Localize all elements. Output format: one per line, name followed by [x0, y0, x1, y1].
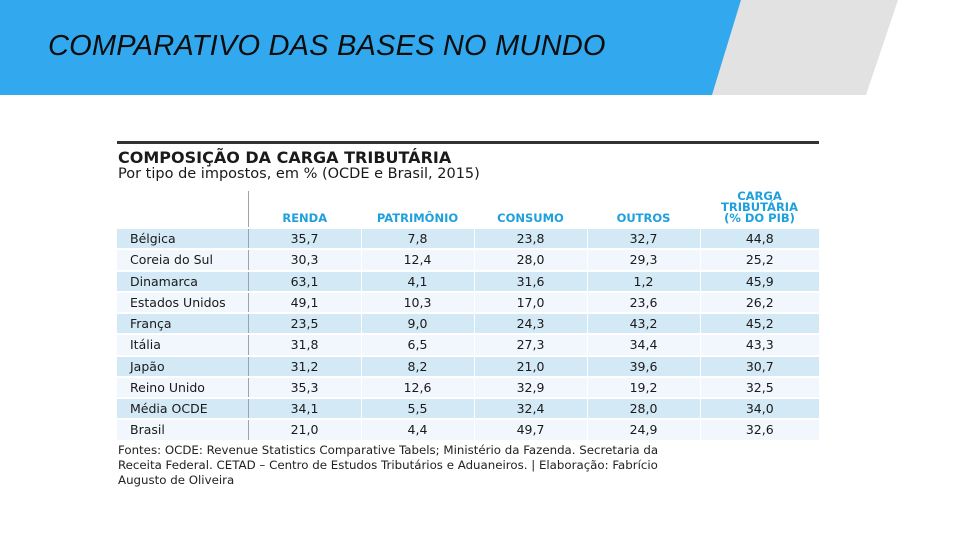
value-cell: 21,0: [247, 418, 361, 440]
figure-source-note: Fontes: OCDE: Revenue Statistics Compara…: [118, 443, 818, 488]
value-cell: 17,0: [473, 290, 587, 313]
country-cell: Brasil: [117, 418, 248, 440]
table-row: Itália 31,8 6,5 27,3 34,4 43,3: [117, 333, 819, 356]
table-header-row: RENDA PATRIMÔNIO CONSUMO OUTROS CARGA TRI…: [117, 189, 819, 228]
value-cell: 30,7: [699, 354, 819, 377]
value-cell: 63,1: [247, 269, 361, 292]
table-row: Brasil 21,0 4,4 49,7 24,9 32,6: [117, 418, 819, 440]
source-line: Fontes: OCDE: Revenue Statistics Compara…: [118, 443, 659, 457]
country-cell: Estados Unidos: [117, 290, 248, 313]
country-cell: Média OCDE: [117, 396, 248, 420]
value-cell: 49,1: [247, 290, 361, 313]
value-cell: 49,7: [473, 418, 587, 440]
value-cell: 26,2: [699, 290, 819, 313]
value-cell: 32,9: [473, 375, 587, 398]
value-cell: 32,7: [586, 226, 700, 250]
value-cell: 35,3: [247, 375, 361, 398]
table-body: Bélgica 35,7 7,8 23,8 32,7 44,8 Coreia do Sul 3…: [117, 226, 819, 440]
value-cell: 31,2: [247, 354, 361, 377]
value-cell: 5,5: [360, 396, 474, 420]
value-cell: 34,4: [586, 333, 700, 356]
value-cell: 32,5: [699, 375, 819, 398]
header-banner: [0, 0, 898, 95]
country-cell: França: [117, 311, 248, 335]
value-cell: 30,3: [247, 248, 361, 271]
tax-table-figure: COMPOSIÇÃO DA CARGA TRIBUTÁRIA Por tipo …: [117, 141, 819, 491]
column-header-line: (% DO PIB): [724, 211, 795, 225]
country-cell: Itália: [117, 333, 248, 356]
value-cell: 43,2: [586, 311, 700, 335]
column-header-line: OUTROS: [616, 211, 671, 225]
figure-subtitle: Por tipo de impostos, em % (OCDE e Brasi…: [118, 166, 480, 182]
column-header-line: CARGA: [737, 189, 782, 203]
banner-grey-shape: [712, 0, 898, 95]
column-header-line: CONSUMO: [497, 211, 564, 225]
table-row: França 23,5 9,0 24,3 43,2 45,2: [117, 311, 819, 335]
table-row: Coreia do Sul 30,3 12,4 28,0 29,3 25,2: [117, 248, 819, 271]
value-cell: 39,6: [586, 354, 700, 377]
figure-title: COMPOSIÇÃO DA CARGA TRIBUTÁRIA: [118, 148, 452, 167]
value-cell: 4,1: [360, 269, 474, 292]
table-row: Bélgica 35,7 7,8 23,8 32,7 44,8: [117, 226, 819, 250]
value-cell: 34,0: [699, 396, 819, 420]
table-row: Estados Unidos 49,1 10,3 17,0 23,6 26,2: [117, 290, 819, 313]
country-cell: Bélgica: [117, 226, 248, 250]
column-header: PATRIMÔNIO: [361, 191, 474, 228]
value-cell: 28,0: [473, 248, 587, 271]
value-cell: 6,5: [360, 333, 474, 356]
value-cell: 31,6: [473, 269, 587, 292]
value-cell: 32,4: [473, 396, 587, 420]
value-cell: 19,2: [586, 375, 700, 398]
table-row: Japão 31,2 8,2 21,0 39,6 30,7: [117, 354, 819, 377]
value-cell: 32,6: [699, 418, 819, 440]
country-cell: Dinamarca: [117, 269, 248, 292]
slide-title: COMPARATIVO DAS BASES NO MUNDO: [48, 30, 606, 62]
value-cell: 27,3: [473, 333, 587, 356]
tax-composition-table: RENDA PATRIMÔNIO CONSUMO OUTROS CARGA TRI…: [117, 189, 819, 440]
country-cell: Reino Unido: [117, 375, 248, 398]
country-cell: Japão: [117, 354, 248, 377]
banner-blue-shape: [0, 0, 741, 95]
column-header: CONSUMO: [474, 191, 587, 228]
value-cell: 1,2: [586, 269, 700, 292]
column-header-line: PATRIMÔNIO: [376, 211, 459, 225]
value-cell: 23,8: [473, 226, 587, 250]
table-row: Média OCDE 34,1 5,5 32,4 28,0 34,0: [117, 396, 819, 420]
value-cell: 25,2: [699, 248, 819, 271]
column-header: RENDA: [247, 191, 361, 228]
value-cell: 7,8: [360, 226, 474, 250]
column-header: CARGA TRIBUTÁRIA (% DO PIB): [700, 189, 819, 228]
value-cell: 23,6: [586, 290, 700, 313]
value-cell: 34,1: [247, 396, 361, 420]
value-cell: 45,2: [699, 311, 819, 335]
value-cell: 10,3: [360, 290, 474, 313]
value-cell: 24,3: [473, 311, 587, 335]
column-header-line: TRIBUTÁRIA: [721, 200, 798, 214]
value-cell: 12,4: [360, 248, 474, 271]
value-cell: 23,5: [247, 311, 361, 335]
value-cell: 4,4: [360, 418, 474, 440]
value-cell: 35,7: [247, 226, 361, 250]
header-country: [117, 191, 248, 228]
column-header: OUTROS: [587, 191, 700, 228]
value-cell: 9,0: [360, 311, 474, 335]
source-line: Augusto de Oliveira: [118, 473, 235, 487]
value-cell: 24,9: [586, 418, 700, 440]
value-cell: 8,2: [360, 354, 474, 377]
table-row: Dinamarca 63,1 4,1 31,6 1,2 45,9: [117, 269, 819, 292]
value-cell: 12,6: [360, 375, 474, 398]
value-cell: 28,0: [586, 396, 700, 420]
table-row: Reino Unido 35,3 12,6 32,9 19,2 32,5: [117, 375, 819, 398]
value-cell: 31,8: [247, 333, 361, 356]
value-cell: 45,9: [699, 269, 819, 292]
value-cell: 44,8: [699, 226, 819, 250]
value-cell: 21,0: [473, 354, 587, 377]
source-line: Receita Federal. CETAD – Centro de Estud…: [118, 458, 658, 472]
figure-top-rule: [117, 141, 819, 144]
country-cell: Coreia do Sul: [117, 248, 248, 271]
value-cell: 29,3: [586, 248, 700, 271]
value-cell: 43,3: [699, 333, 819, 356]
column-header-line: RENDA: [282, 211, 328, 225]
